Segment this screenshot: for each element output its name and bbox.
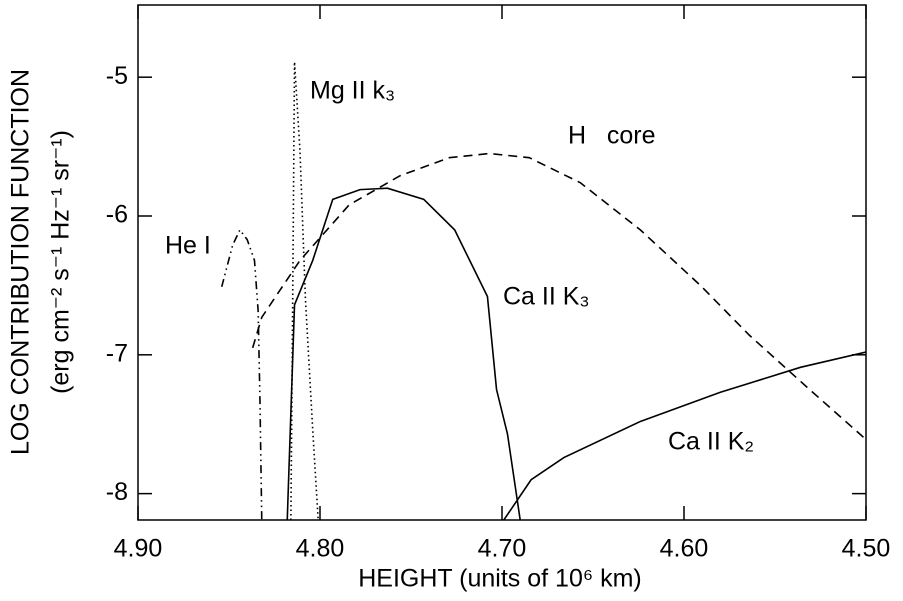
x-axis-label: HEIGHT (units of 10⁶ km): [358, 565, 642, 593]
y-tick-label: -7: [106, 339, 128, 367]
series-line: [220, 228, 263, 520]
plot-frame: [137, 4, 867, 521]
x-tick-label: 4.70: [478, 535, 527, 563]
series-line: [286, 187, 521, 520]
series-line: [503, 351, 866, 520]
x-tick-label: 4.90: [114, 535, 163, 563]
series-label: Ca II K₃: [503, 283, 590, 311]
y-tick-label: -5: [106, 62, 128, 90]
x-tick-label: 4.80: [296, 535, 345, 563]
y-axis-label: LOG CONTRIBUTION FUNCTION: [7, 69, 35, 455]
series-label: Ca II K₂: [668, 428, 754, 456]
series-line: [290, 61, 319, 520]
series-line: [251, 152, 866, 441]
series-label: He I: [165, 232, 211, 260]
y-tick-label: -6: [106, 201, 128, 229]
x-tick-label: 4.50: [842, 535, 891, 563]
series-label: H core: [568, 122, 656, 150]
series-label: Mg II k₃: [310, 77, 395, 105]
y-axis-label: (erg cm⁻² s⁻¹ Hz⁻¹ sr⁻¹): [47, 130, 75, 394]
x-tick-label: 4.60: [660, 535, 709, 563]
y-tick-label: -8: [106, 478, 128, 506]
